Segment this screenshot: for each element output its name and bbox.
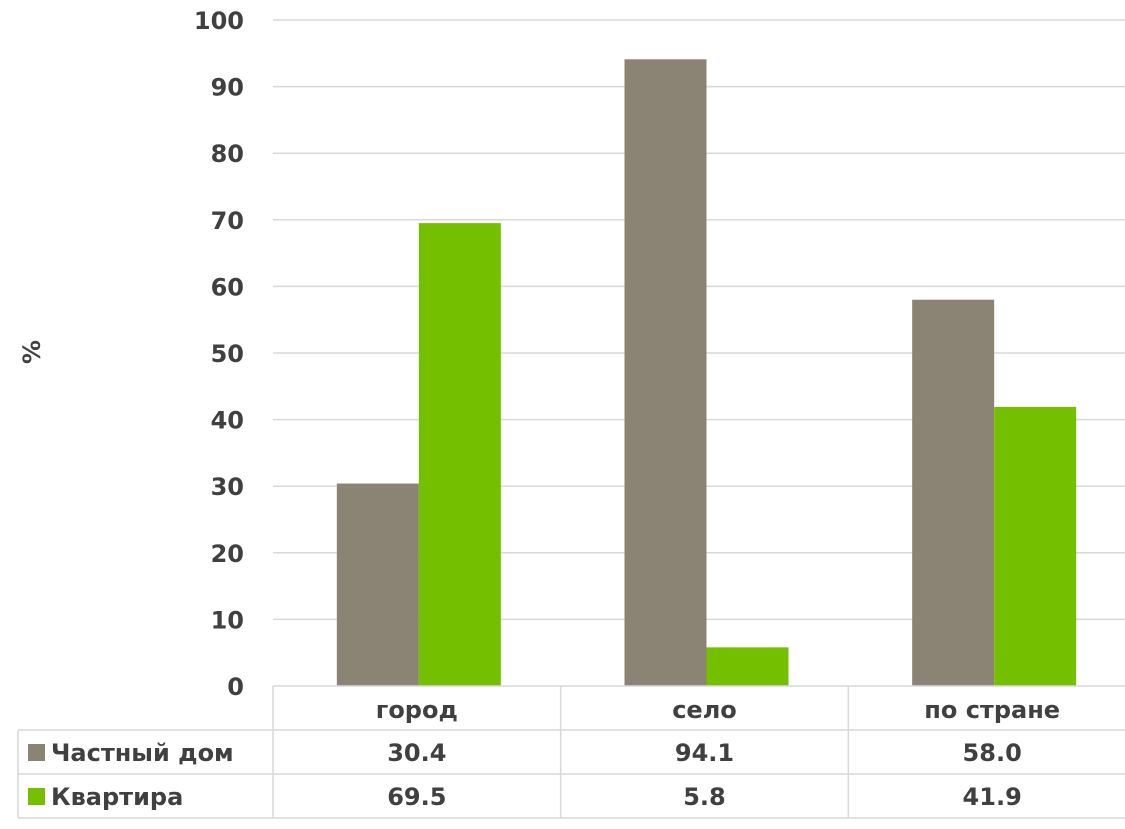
legend-label: Квартира [51,783,183,811]
y-tick-label: 80 [211,140,244,168]
bars [336,59,1077,686]
y-axis-ticks: 0 10 20 30 40 50 60 70 80 90 100 [194,7,244,701]
y-tick-label: 50 [211,340,244,368]
data-table-value: 30.4 [387,739,446,767]
data-table-value: 94.1 [675,739,734,767]
bar-apartment-0 [418,223,501,686]
category-label: город [376,696,458,724]
y-tick-label: 40 [211,407,244,435]
data-table: город село по стране Частный дом 30.4 94.1 58.… [17,685,1125,819]
y-tick-label: 90 [211,74,244,102]
legend-swatch [28,744,45,761]
data-table-value: 5.8 [683,783,726,811]
y-tick-label: 20 [211,540,244,568]
legend-swatch [28,788,45,805]
bar-private-house-2 [912,299,995,686]
y-axis-label: % [18,340,46,364]
y-tick-label: 60 [211,273,244,301]
bar-apartment-1 [706,647,789,686]
legend-label: Частный дом [51,739,234,767]
data-table-value: 58.0 [963,739,1022,767]
y-tick-label: 10 [211,606,244,634]
y-tick-label: 100 [194,7,244,35]
bar-apartment-2 [994,406,1077,686]
y-tick-label: 30 [211,473,244,501]
y-tick-label: 70 [211,207,244,235]
category-label: село [672,696,737,724]
data-table-value: 41.9 [963,783,1022,811]
bar-private-house-0 [336,483,419,686]
bar-private-house-1 [624,59,707,686]
y-tick-label: 0 [227,673,244,701]
category-label: по стране [924,696,1060,724]
data-table-value: 69.5 [387,783,446,811]
